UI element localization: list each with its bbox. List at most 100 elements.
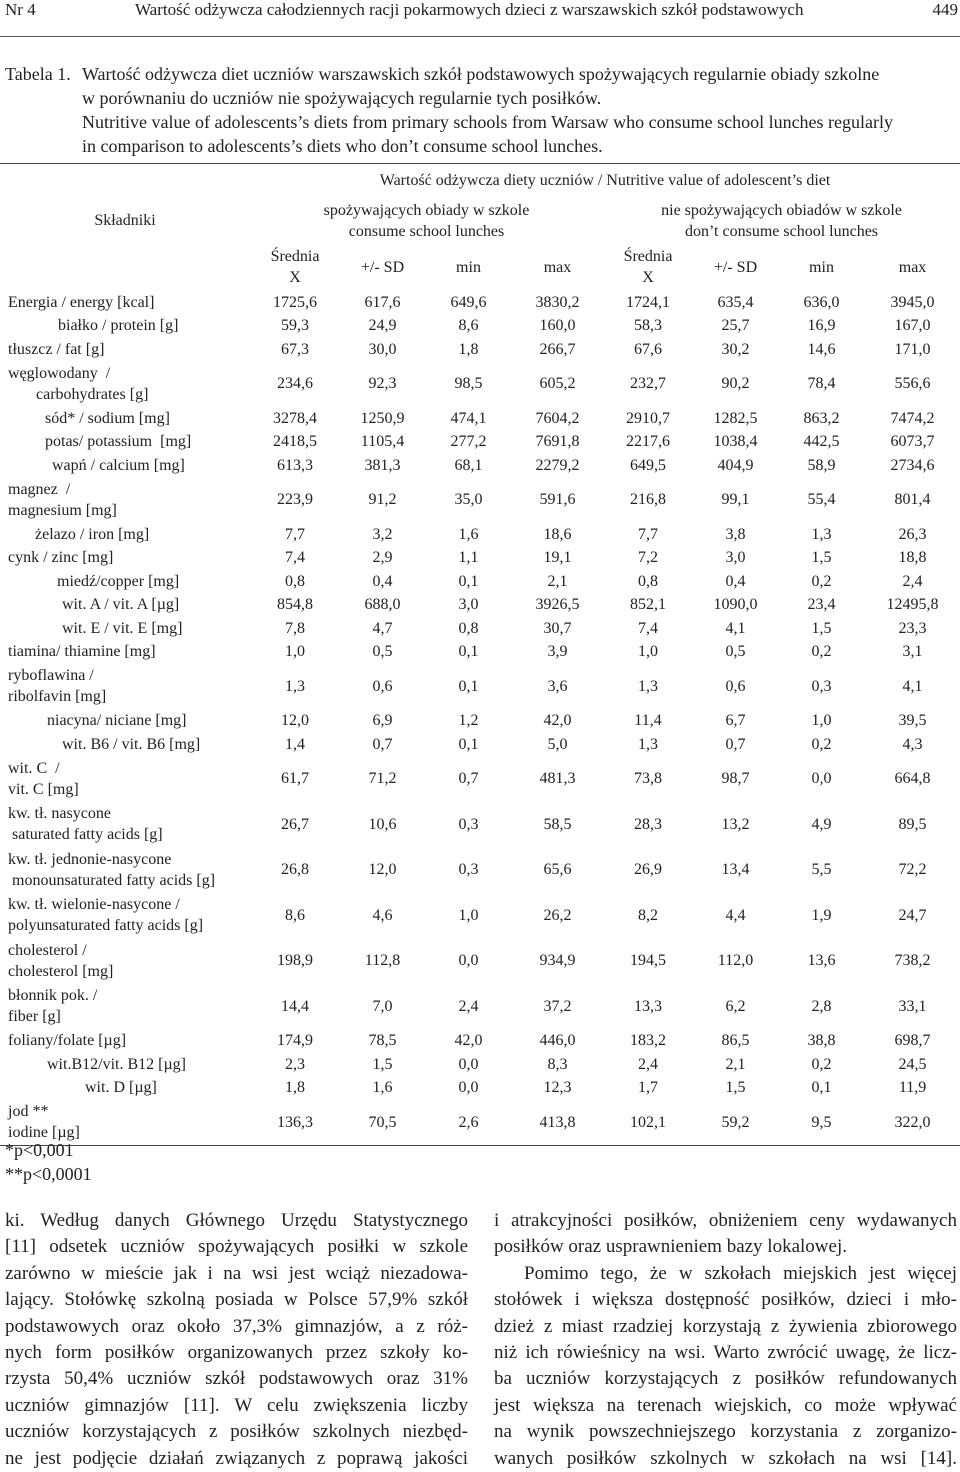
table-row: wit. C / vit. C [mg] 61,7 71,2 0,7 481,3 73,8… [0,756,960,802]
cell-value: 12,0 [281,712,309,730]
text-line: wanych posiłków szkolnych w szkołach na … [494,1447,957,1469]
table-row: jod ** iodine [µg] 136,3 70,5 2,6 413,8 102,1… [0,1100,960,1146]
table-row: kw. tł. nasycone saturated fatty acids [… [0,802,960,848]
cell-value: 0,3 [811,677,832,695]
text-line: ne jest podjęcie działań związanych z po… [5,1447,468,1469]
cell-value: 10,6 [368,815,397,833]
cell-value: 12,0 [368,861,397,879]
cell-value: 14,4 [281,997,309,1015]
cell-value: 7,4 [638,619,658,637]
cell-value: 1,5 [811,619,832,637]
cell-value: 3945,0 [890,293,935,311]
text-line: niż ich rówieśnicy na wsi. Warto zwrócić… [494,1342,957,1364]
cell-value: 0,0 [811,770,832,788]
cell-value: 24,7 [898,906,927,924]
table-row: białko / protein [g] 59,3 24,9 8,6 160,0 58,3… [0,314,960,338]
caption-text: Wartość odżywcza diet uczniów warszawski… [82,62,893,158]
caption: Tabela 1. Wartość odżywcza diet uczniów … [5,62,958,158]
cell-value: 0,3 [458,861,479,879]
cell-value: 635,4 [717,293,754,311]
cell-value: 59,2 [721,1113,750,1131]
cell-value: 2,1 [725,1055,746,1073]
table-row: cholesterol / cholesterol [mg] 198,9 112,8… [0,938,960,984]
table-row: wit.B12/vit. B12 [µg] 2,3 1,5 0,0 8,3 2,4 2,1 0… [0,1053,960,1077]
cell-value: 4,7 [372,619,393,637]
cell-value: 8,3 [547,1055,568,1073]
table-row: wit. E / vit. E [mg] 7,8 4,7 0,8 30,7 7,4 4,1 1… [0,617,960,641]
cell-value: 92,3 [368,375,397,393]
cell-value: 14,6 [807,340,836,358]
cell-value: 277,2 [450,433,487,451]
row-label: niacyna/ niciane [mg] [47,712,187,730]
cell-value: 0,7 [458,770,479,788]
cell-value: 6,7 [725,712,746,730]
row-label: białko / protein [g] [58,317,179,335]
cell-value: 3830,2 [535,293,580,311]
cell-value: 442,5 [803,433,840,451]
cell-value: 2,4 [458,997,479,1015]
cell-value: 0,6 [725,677,746,695]
cell-value: 2,6 [458,1113,479,1131]
cell-value: 2418,5 [273,433,317,451]
cell-value: 112,0 [717,952,754,970]
cell-value: 1,0 [638,643,658,661]
cell-value: 67,3 [281,340,309,358]
cell-value: 0,3 [458,815,479,833]
cell-value: 1725,6 [273,293,317,311]
cell-value: 0,0 [458,1055,479,1073]
cell-value: 26,8 [281,861,309,879]
cell-value: 13,3 [634,997,662,1015]
cell-value: 613,3 [277,456,313,474]
row-label: błonnik pok. / fiber [g] [8,987,98,1026]
cell-value: 854,8 [277,596,313,614]
cell-value: 13,4 [721,861,750,879]
caption-line: Wartość odżywcza diet uczniów warszawski… [82,64,880,84]
cell-value: 35,0 [454,491,483,509]
body-column: ki. Według danych Głównego Urzędu Statys… [5,1208,468,1472]
table-row: sód* / sodium [mg] 3278,4 1250,9 474,1 7604,… [0,407,960,431]
row-label: tiamina/ thiamine [mg] [8,643,156,661]
table-row: kw. tł. jednonie-nasycone monounsaturate… [0,847,960,893]
cell-value: 58,3 [634,317,662,335]
cell-value: 23,3 [898,619,927,637]
text-line: rzysta 50,4% uczniów szkół podstawowych … [5,1368,468,1390]
cell-value: 0,2 [811,572,832,590]
cell-value: 0,8 [285,572,305,590]
cell-value: 649,6 [450,293,487,311]
cell-value: 1,9 [811,906,832,924]
table-row: wit. A / vit. A [µg] 854,8 688,0 3,0 3926,5 8… [0,593,960,617]
cell-value: 98,5 [454,375,483,393]
row-label: wapń / calcium [mg] [52,456,185,474]
row-label: potas/ potassium [mg] [45,433,192,451]
column-header: Średnia X [623,248,673,286]
cell-value: 78,5 [368,1032,397,1050]
cell-value: 3,0 [725,549,746,567]
cell-value: 3,1 [902,643,923,661]
cell-value: 30,2 [721,340,750,358]
table-row: błonnik pok. / fiber [g] 14,4 7,0 2,4 37,2 13… [0,984,960,1030]
cell-value: 12495,8 [886,596,939,614]
cell-value: 738,2 [894,952,931,970]
cell-value: 23,4 [807,596,836,614]
text-line: stołówek i większa dostępność posiłków, … [494,1289,957,1311]
row-label: cynk / zinc [mg] [8,549,114,567]
table-row: magnez / magnesium [mg] 223,9 91,2 35,0 591,… [0,477,960,523]
cell-value: 0,2 [811,735,832,753]
cell-value: 3,6 [547,677,568,695]
running-header: Nr 4 Wartość odżywcza całodziennych racj… [0,0,960,37]
cell-value: 2910,7 [626,409,670,427]
cell-value: 0,0 [458,952,479,970]
cell-value: 8,2 [638,906,658,924]
cell-value: 13,6 [807,952,836,970]
cell-value: 1724,1 [626,293,670,311]
cell-value: 183,2 [630,1032,666,1050]
table-row: wapń / calcium [mg] 613,3 381,3 68,1 2279,2 6… [0,454,960,478]
caption-line: w porównaniu do uczniów nie spożywającyc… [82,88,602,108]
cell-value: 0,2 [811,643,832,661]
footnotes: *p<0,001 **p<0,0001 [5,1138,92,1186]
body-column: i atrakcyjności posiłków, obniżeniem cen… [494,1208,957,1472]
cell-value: 0,4 [725,572,746,590]
row-label: ryboflawina / ribolfavin [mg] [8,667,107,706]
cell-value: 102,1 [630,1113,666,1131]
